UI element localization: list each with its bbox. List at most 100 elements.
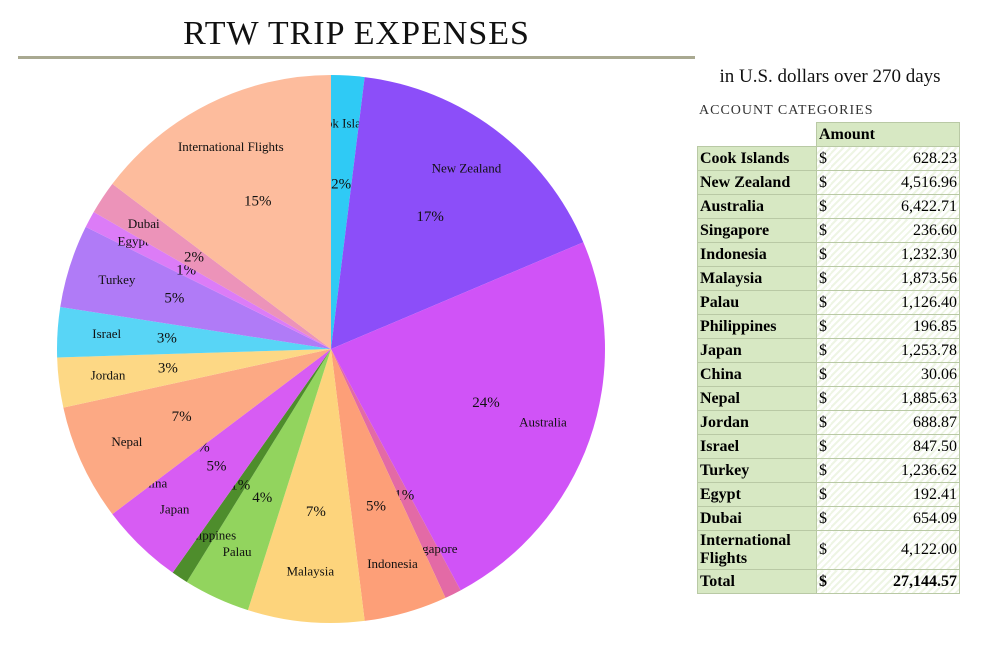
pie-slice: [57, 349, 332, 408]
header-row: Amount: [697, 122, 960, 147]
table-row: Malaysia $1,873.56: [697, 266, 960, 291]
pie-slice: [56, 306, 331, 358]
pie-slice: [63, 349, 331, 515]
slice-label: Japan: [160, 501, 190, 516]
row-currency: $: [816, 386, 831, 411]
row-name: Egypt: [697, 482, 817, 507]
table-row: China $30.06: [697, 362, 960, 387]
pie-slice: [247, 349, 365, 623]
row-amount: 1,253.78: [831, 338, 960, 363]
pie-slice: [331, 349, 446, 621]
pie-slice: [85, 212, 332, 349]
table-row: Indonesia $1,232.30: [697, 242, 960, 267]
pie-slice: [331, 242, 605, 591]
row-amount: 628.23: [831, 146, 960, 171]
row-name: Cook Islands: [697, 146, 817, 171]
pie-slice: [112, 349, 331, 573]
row-currency: $: [816, 218, 831, 243]
slice-percent: 7%: [172, 409, 192, 425]
slice-percent: 3%: [158, 361, 178, 377]
row-name: China: [697, 362, 817, 387]
slice-label: Nepal: [111, 434, 142, 449]
row-amount: 1,232.30: [831, 242, 960, 267]
expense-table: Amount Cook Islands $628.23 New Zealand $4,…: [697, 122, 960, 594]
table-row: New Zealand $4,516.96: [697, 170, 960, 195]
row-amount: 27,144.57: [831, 569, 960, 594]
slice-label: Palau: [223, 544, 252, 559]
row-name: Australia: [697, 194, 817, 219]
pie-slice: [60, 226, 331, 349]
row-name: Jordan: [697, 410, 817, 435]
row-name: Total: [697, 569, 817, 594]
slice-label: Australia: [519, 415, 567, 430]
row-amount: 196.85: [831, 314, 960, 339]
row-name: Turkey: [697, 458, 817, 483]
row-name: International Flights: [697, 530, 817, 570]
slice-percent: 2%: [184, 250, 204, 266]
row-name: Dubai: [697, 506, 817, 531]
slice-label: Jordan: [91, 368, 126, 383]
row-amount: 192.41: [831, 482, 960, 507]
table-row: Jordan $688.87: [697, 410, 960, 435]
pie-slice: [172, 349, 331, 582]
table-row: Total $27,144.57: [697, 569, 960, 594]
row-currency: $: [816, 266, 831, 291]
table-row: Nepal $1,885.63: [697, 386, 960, 411]
table-row: Palau $1,126.40: [697, 290, 960, 315]
slice-label: Dubai: [128, 216, 160, 231]
slice-percent: 15%: [244, 193, 272, 209]
slice-percent: 5%: [207, 458, 227, 474]
slice-percent: 5%: [164, 291, 184, 307]
slice-label: Israel: [92, 326, 121, 341]
pie-slice: [331, 349, 461, 598]
row-currency: $: [816, 482, 831, 507]
table-row: Egypt $192.41: [697, 482, 960, 507]
table-row: International Flights $4,122.00: [697, 530, 960, 570]
row-amount: 1,126.40: [831, 290, 960, 315]
slice-percent: 7%: [306, 504, 326, 520]
table-row: Dubai $654.09: [697, 506, 960, 531]
row-currency: $: [816, 530, 831, 570]
row-currency: $: [816, 434, 831, 459]
slice-percent: 4%: [252, 490, 272, 506]
chart-subtitle: in U.S. dollars over 270 days: [719, 66, 941, 87]
pie-slice: [331, 75, 365, 349]
row-currency: $: [816, 506, 831, 531]
header-blank: [697, 122, 817, 147]
slice-percent: 3%: [157, 330, 177, 346]
row-amount: 236.60: [831, 218, 960, 243]
table-row: Japan $1,253.78: [697, 338, 960, 363]
pie-slice: [331, 77, 584, 349]
row-amount: 688.87: [831, 410, 960, 435]
slice-label: Turkey: [98, 272, 136, 287]
table-row: Israel $847.50: [697, 434, 960, 459]
row-amount: 30.06: [831, 362, 960, 387]
row-currency: $: [816, 146, 831, 171]
row-name: Palau: [697, 290, 817, 315]
row-currency: $: [816, 242, 831, 267]
header-cell: Amount: [816, 122, 960, 147]
slice-label: New Zealand: [432, 161, 502, 176]
row-name: Indonesia: [697, 242, 817, 267]
table-row: Cook Islands $628.23: [697, 146, 960, 171]
slice-percent: 5%: [366, 499, 386, 515]
slice-label: International Flights: [178, 139, 284, 154]
row-name: Philippines: [697, 314, 817, 339]
row-currency: $: [816, 569, 831, 594]
row-name: Malaysia: [697, 266, 817, 291]
row-name: Nepal: [697, 386, 817, 411]
row-name: Israel: [697, 434, 817, 459]
row-currency: $: [816, 338, 831, 363]
row-amount: 654.09: [831, 506, 960, 531]
pie-slice: [93, 183, 331, 349]
row-currency: $: [816, 290, 831, 315]
pie-slice: [186, 349, 331, 611]
row-amount: 4,516.96: [831, 170, 960, 195]
row-name: Japan: [697, 338, 817, 363]
row-amount: 1,236.62: [831, 458, 960, 483]
table-row: Philippines $196.85: [697, 314, 960, 339]
table-row: Turkey $1,236.62: [697, 458, 960, 483]
slice-percent: 24%: [472, 395, 500, 411]
table-caption: ACCOUNT CATEGORIES: [699, 103, 874, 118]
